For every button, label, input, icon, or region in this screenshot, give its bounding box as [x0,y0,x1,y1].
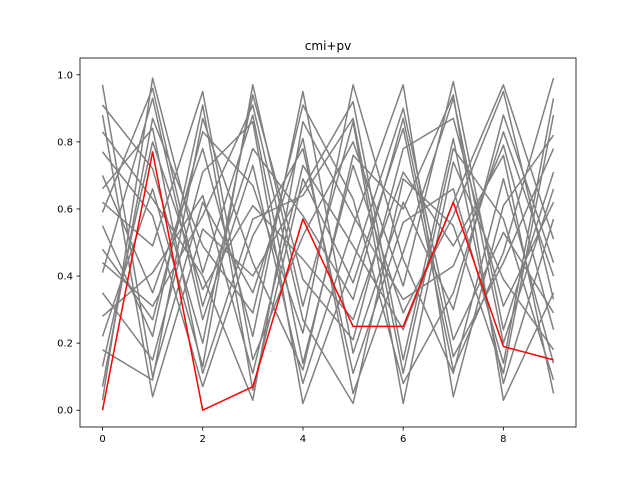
highlight-series-line [101,151,554,411]
y-tick-label: 0.4 [57,272,73,283]
background-series-line-18 [101,120,555,401]
x-tick-label: 0 [99,434,105,445]
background-series-line-7 [101,100,555,398]
chart-title: cmi+pv [305,39,351,53]
x-tick-label: 4 [300,434,306,445]
y-tick-label: 0.8 [57,137,73,148]
background-series-line-20 [101,117,555,381]
background-series-line-14 [101,94,555,344]
x-axis: 0 2 4 6 8 [99,427,507,445]
highlight-series-group [101,151,554,411]
plot-frame [79,57,577,428]
background-series-line-16 [101,87,555,358]
y-axis: 0.0 0.2 0.4 0.6 0.8 1.0 [57,70,80,417]
y-tick-label: 0.0 [57,406,73,417]
y-tick-label: 0.2 [57,339,73,350]
y-tick-label: 1.0 [57,70,73,81]
background-series-line-8 [101,141,555,394]
x-tick-label: 8 [500,434,506,445]
background-series-line-15 [102,84,555,375]
x-tick-label: 6 [400,434,406,445]
y-tick-label: 0.6 [57,204,73,215]
x-tick-label: 2 [200,434,206,445]
background-series-line-10 [101,107,555,405]
background-series-line-19 [102,104,555,405]
